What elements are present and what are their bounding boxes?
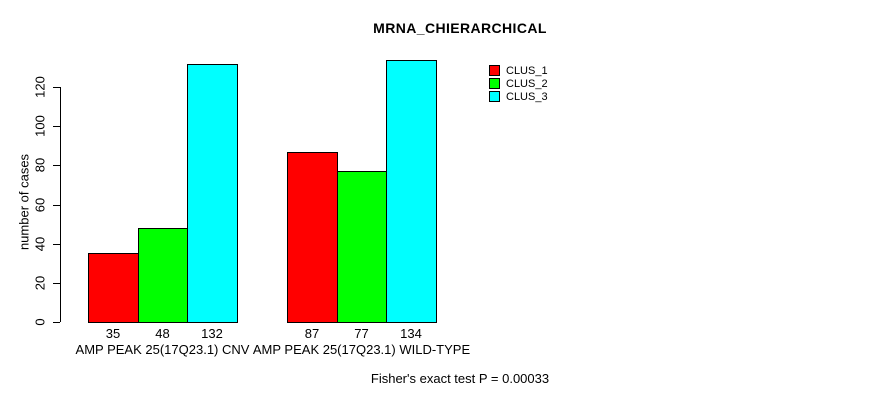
legend-item: CLUS_2	[489, 77, 548, 90]
bar-clus_3-group2	[386, 59, 437, 323]
bar-value-label: 132	[201, 326, 223, 341]
y-axis-tick-label: 80	[32, 158, 48, 173]
legend-swatch-clus_1	[489, 65, 500, 76]
y-axis-tick	[53, 322, 60, 323]
annotation-text: Fisher's exact test P = 0.00033	[370, 371, 550, 386]
y-axis-title: number of cases	[16, 153, 32, 251]
legend-label: CLUS_2	[506, 77, 548, 90]
y-axis-tick	[53, 87, 60, 88]
category-label: AMP PEAK 25(17Q23.1) CNV	[75, 342, 250, 357]
legend-item: CLUS_1	[489, 64, 548, 77]
y-axis-tick-label: 100	[32, 115, 48, 138]
legend-item: CLUS_3	[489, 90, 548, 103]
bar-value-label: 77	[354, 326, 369, 341]
bar-clus_2-group2	[337, 171, 387, 323]
legend-swatch-clus_3	[489, 91, 500, 102]
bar-clus_1-group2	[287, 151, 338, 323]
bar-clus_2-group1	[138, 228, 188, 323]
bar-clus_3-group1	[187, 63, 238, 323]
bar-clus_1-group1	[88, 253, 139, 323]
y-axis-tick-label: 0	[32, 318, 48, 326]
y-axis-tick	[53, 282, 60, 284]
y-axis-tick-label: 120	[32, 76, 48, 98]
legend-label: CLUS_1	[506, 64, 548, 77]
chart-title: MRNA_CHIERARCHICAL	[373, 20, 547, 36]
legend: CLUS_1 CLUS_2 CLUS_3	[489, 64, 548, 103]
y-axis-tick-label: 20	[32, 275, 48, 291]
y-axis-tick-label: 40	[32, 236, 48, 251]
y-axis-tick	[53, 204, 60, 206]
bar-value-label: 35	[105, 326, 121, 341]
y-axis-tick	[53, 126, 60, 128]
y-axis-line	[60, 87, 61, 322]
y-axis-tick	[53, 243, 60, 245]
bar-value-label: 48	[155, 326, 170, 341]
legend-swatch-clus_2	[489, 78, 500, 89]
bar-value-label: 87	[304, 326, 320, 341]
legend-label: CLUS_3	[506, 90, 548, 103]
category-label: AMP PEAK 25(17Q23.1) WILD-TYPE	[252, 342, 471, 357]
bar-value-label: 134	[400, 326, 422, 341]
y-axis-tick-label: 60	[32, 197, 48, 212]
y-axis-tick	[53, 165, 60, 167]
